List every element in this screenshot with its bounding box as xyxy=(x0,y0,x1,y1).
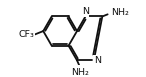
Text: NH₂: NH₂ xyxy=(72,68,89,77)
Text: N: N xyxy=(94,56,101,65)
Text: CF₃: CF₃ xyxy=(19,30,34,39)
Text: NH₂: NH₂ xyxy=(111,8,129,17)
Text: N: N xyxy=(82,7,89,16)
